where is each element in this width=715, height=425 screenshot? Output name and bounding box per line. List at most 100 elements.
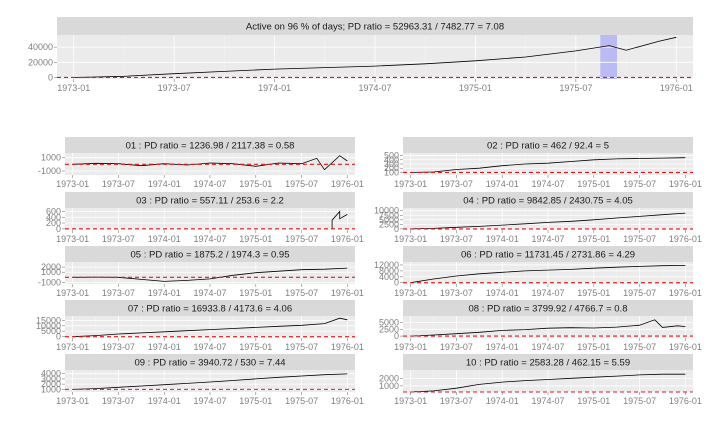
y-tick-label: 5000 — [379, 215, 399, 225]
x-tick-label: 1974-01 — [148, 342, 181, 352]
x-tick-label: 1974-07 — [358, 83, 391, 93]
series-line — [410, 319, 686, 337]
x-tick-label: 1973-07 — [440, 288, 473, 298]
y-tick-label: 10000 — [36, 321, 61, 331]
x-tick-label: 1973-07 — [440, 342, 473, 352]
x-tick-label: 1975-07 — [285, 396, 318, 406]
panel-title: Active on 96 % of days; PD ratio = 52963… — [246, 22, 504, 33]
panel-7: 07 : PD ratio = 16933.8 / 4173.6 = 4.06 1… — [36, 300, 364, 352]
y-tick-label: 2500 — [379, 324, 399, 334]
x-tick-label: 1973-07 — [158, 83, 191, 93]
y-tick-label: 40000 — [28, 42, 53, 52]
y-tick-label: 1000 — [41, 384, 61, 394]
series-line — [410, 373, 686, 393]
panel-title: 07 : PD ratio = 16933.8 / 4173.6 = 4.06 — [128, 304, 292, 315]
panel-title: 01 : PD ratio = 1236.98 / 2117.38 = 0.58 — [126, 141, 295, 152]
x-tick-label: 1975-07 — [623, 342, 656, 352]
x-tick-label: 1973-07 — [102, 234, 135, 244]
x-tick-label: 1973-01 — [394, 342, 427, 352]
y-tick-label: 500 — [384, 151, 399, 161]
x-tick-label: 1975-07 — [285, 288, 318, 298]
x-tick-label: 1976-01 — [331, 179, 364, 189]
panel-title: 06 : PD ratio = 11731.45 / 2731.86 = 4.2… — [461, 250, 635, 261]
x-tick-label: 1975-01 — [577, 179, 610, 189]
y-tick-label: 100 — [384, 167, 399, 177]
y-tick-label: 2000 — [379, 373, 399, 383]
x-tick-label: 1975-01 — [577, 396, 610, 406]
y-tick-label: 200 — [46, 218, 61, 228]
x-tick-label: 1974-07 — [531, 179, 564, 189]
series-line — [331, 210, 348, 229]
panel-2: 02 : PD ratio = 462 / 92.4 = 5 1973-01 197… — [384, 137, 702, 189]
panel-strip — [403, 354, 693, 370]
panel-9: 09 : PD ratio = 3940.72 / 530 = 7.44 1973… — [41, 354, 364, 406]
x-tick-label: 1974-07 — [193, 179, 226, 189]
y-tick-label: -1000 — [38, 277, 61, 287]
x-tick-label: 1975-01 — [239, 234, 272, 244]
panel-4: 04 : PD ratio = 9842.85 / 2430.75 = 4.05… — [374, 192, 702, 244]
y-tick-label: 1000 — [41, 153, 61, 163]
y-tick-label: 0 — [394, 331, 399, 341]
x-tick-label: 1973-01 — [57, 83, 90, 93]
y-tick-label: 12000 — [374, 260, 399, 270]
x-tick-label: 1974-01 — [148, 396, 181, 406]
panel-strip — [65, 300, 355, 316]
x-tick-label: 1976-01 — [669, 179, 702, 189]
panel-5: 05 : PD ratio = 1875.2 / 1974.3 = 0.95 19… — [38, 246, 364, 298]
x-tick-label: 1973-01 — [56, 288, 89, 298]
y-tick-label: 8000 — [379, 266, 399, 276]
y-tick-label: 0 — [394, 278, 399, 288]
x-tick-label: 1976-01 — [331, 396, 364, 406]
x-tick-label: 1973-01 — [394, 234, 427, 244]
x-tick-label: 1976-01 — [660, 83, 693, 93]
y-tick-label: 5000 — [379, 318, 399, 328]
series-line — [410, 157, 686, 173]
series-line — [72, 373, 348, 390]
y-tick-label: 0 — [394, 224, 399, 234]
x-tick-label: 1974-07 — [531, 396, 564, 406]
x-tick-label: 1974-01 — [486, 288, 519, 298]
x-tick-label: 1974-01 — [148, 179, 181, 189]
x-tick-label: 1973-07 — [102, 396, 135, 406]
panel-strip — [403, 137, 693, 153]
panel-strip — [65, 137, 355, 153]
x-tick-label: 1973-01 — [56, 396, 89, 406]
x-tick-label: 1973-07 — [102, 342, 135, 352]
x-tick-label: 1975-07 — [623, 288, 656, 298]
y-tick-label: 10000 — [374, 206, 399, 216]
x-tick-label: 1974-07 — [531, 342, 564, 352]
highlight-band — [600, 35, 618, 79]
y-tick-label: 1000 — [41, 267, 61, 277]
x-tick-label: 1976-01 — [669, 342, 702, 352]
x-tick-label: 1975-01 — [239, 396, 272, 406]
panel-strip — [403, 192, 693, 208]
panel-strip — [65, 246, 355, 262]
x-tick-label: 1974-01 — [486, 396, 519, 406]
x-tick-label: 1975-01 — [239, 342, 272, 352]
y-tick-label: 4000 — [379, 272, 399, 282]
y-tick-label: 2000 — [41, 262, 61, 272]
y-tick-label: -1000 — [38, 166, 61, 176]
panel-0: Active on 96 % of days; PD ratio = 52963… — [28, 17, 693, 93]
panel-strip — [403, 300, 693, 316]
x-tick-label: 1974-01 — [486, 234, 519, 244]
series-line — [410, 265, 686, 284]
x-tick-label: 1973-01 — [394, 179, 427, 189]
x-tick-label: 1975-01 — [239, 288, 272, 298]
x-tick-label: 1976-01 — [669, 234, 702, 244]
series-line — [410, 212, 686, 230]
x-tick-label: 1973-07 — [440, 234, 473, 244]
y-tick-label: 0 — [56, 224, 61, 234]
x-tick-label: 1973-01 — [394, 396, 427, 406]
x-tick-label: 1974-01 — [148, 288, 181, 298]
x-tick-label: 1976-01 — [331, 342, 364, 352]
x-tick-label: 1976-01 — [669, 288, 702, 298]
x-tick-label: 1974-07 — [193, 396, 226, 406]
x-tick-label: 1975-07 — [285, 179, 318, 189]
y-tick-label: 200 — [384, 163, 399, 173]
x-tick-label: 1974-07 — [193, 288, 226, 298]
y-tick-label: 600 — [46, 206, 61, 216]
x-tick-label: 1975-07 — [285, 342, 318, 352]
y-tick-label: 400 — [46, 212, 61, 222]
x-tick-label: 1973-01 — [394, 288, 427, 298]
